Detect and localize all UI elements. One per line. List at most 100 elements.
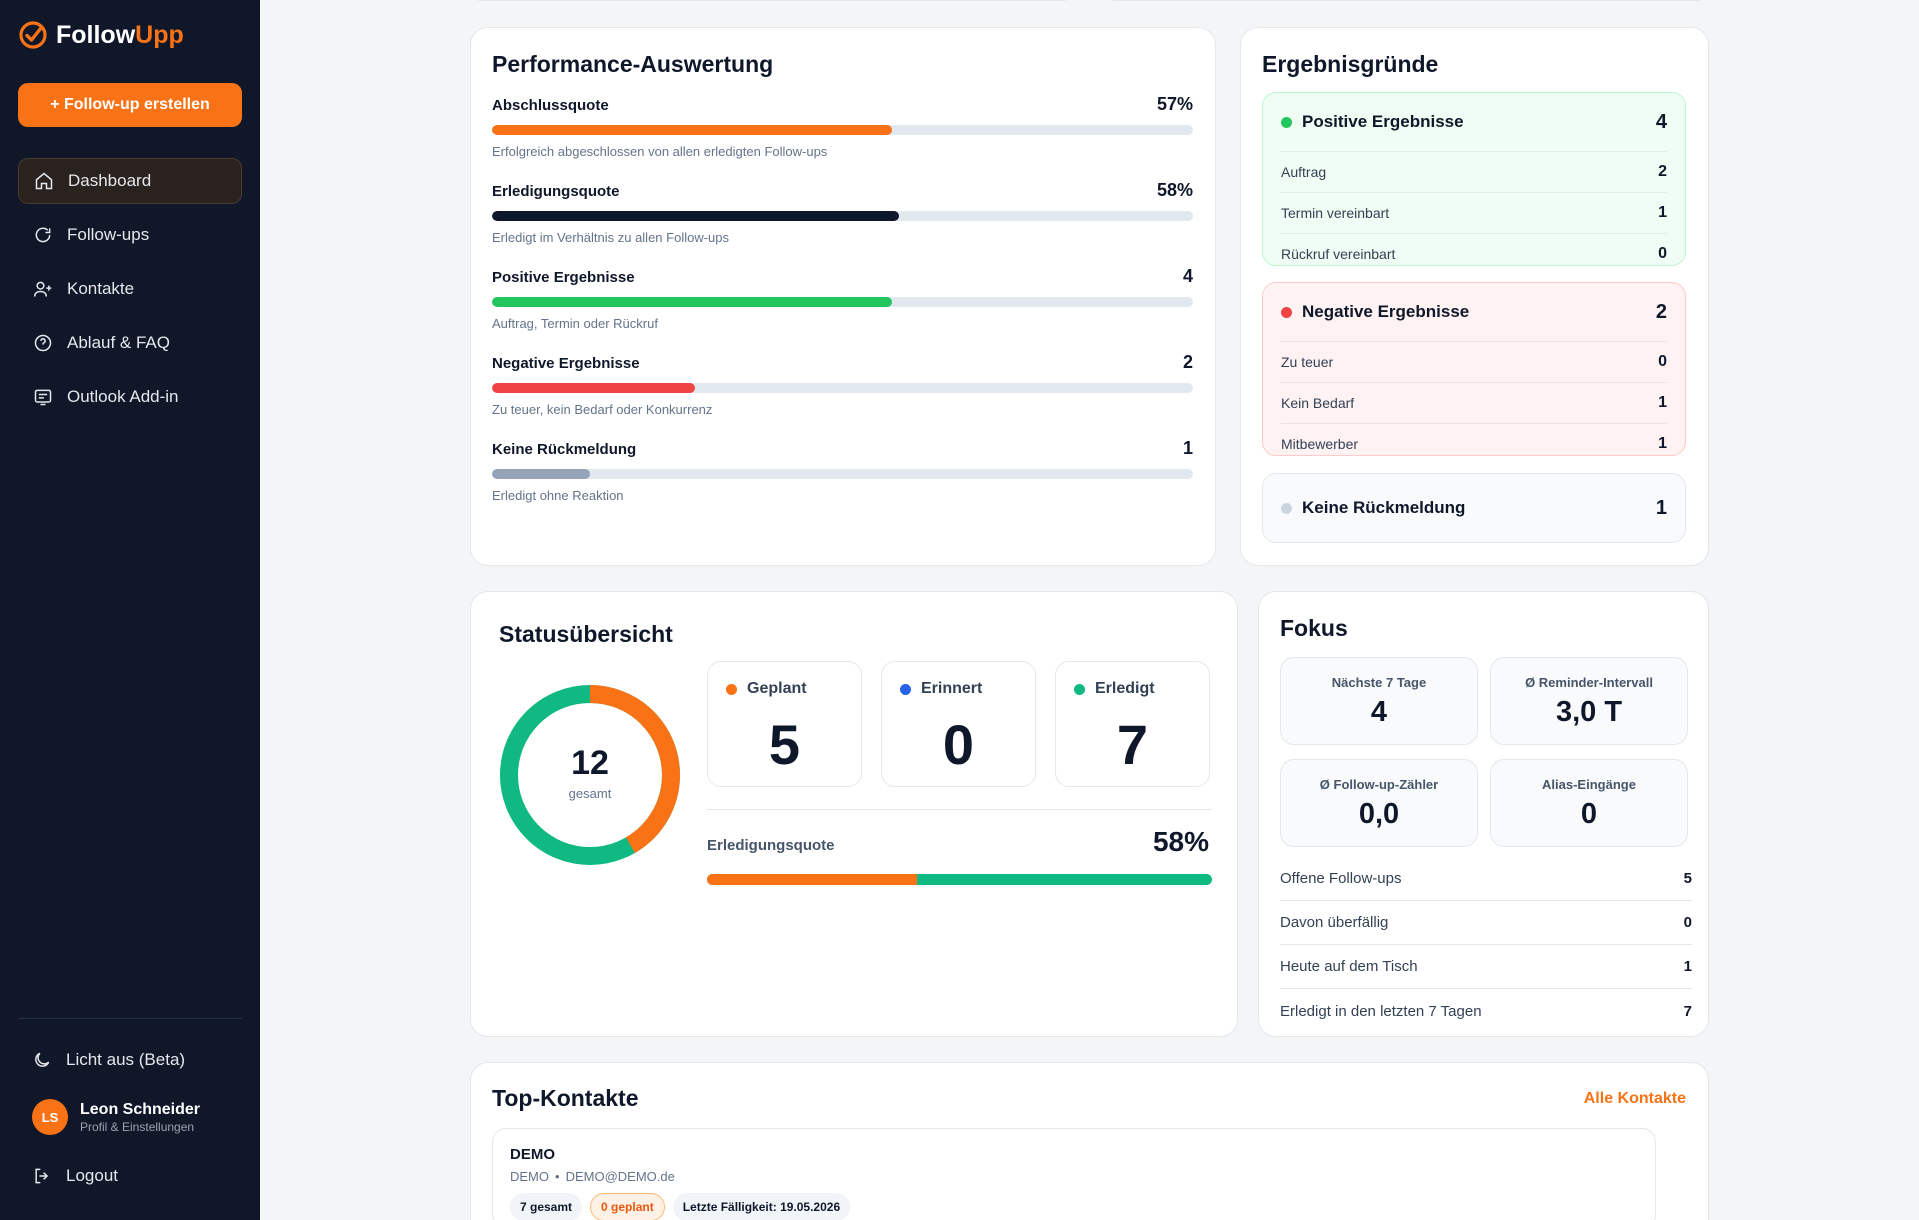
chip-planned: 0 geplant: [590, 1193, 665, 1220]
reason-group-label: Negative Ergebnisse: [1302, 302, 1470, 321]
status-tile-value: 7: [1116, 713, 1149, 776]
focus-title: Fokus: [1280, 615, 1348, 641]
card-top-edge: [1105, 0, 1709, 1]
focus-line: Heute auf dem Tisch 1: [1280, 945, 1692, 989]
mail-window-icon: [34, 389, 52, 406]
status-tile-label: Erledigt: [1095, 680, 1155, 697]
contact-name: DEMO: [510, 1146, 555, 1163]
status-tile-label: Erinnert: [921, 680, 983, 697]
focus-card: Fokus Nächste 7 Tage 4 Ø Reminder-Interv…: [1258, 591, 1709, 1037]
status-tile-erinnert[interactable]: Erinnert 0: [881, 661, 1036, 787]
all-contacts-link[interactable]: Alle Kontakte: [1583, 1090, 1686, 1107]
sidebar-item-kontakte[interactable]: Kontakte: [18, 266, 242, 312]
contact-card[interactable]: DEMO DEMO • DEMO@DEMO.de 7 gesamt 0 gepl…: [492, 1128, 1656, 1220]
reason-label: Auftrag: [1281, 164, 1327, 180]
reason-label: Kein Bedarf: [1281, 395, 1355, 411]
sidebar-item-label: Follow-ups: [67, 225, 150, 244]
reasons-title: Ergebnisgründe: [1262, 51, 1439, 77]
reason-value: 1: [1658, 394, 1667, 411]
reason-value: 2: [1658, 163, 1667, 180]
sidebar-item-follow-ups[interactable]: Follow-ups: [18, 212, 242, 258]
sidebar-item-label: Ablauf & FAQ: [67, 333, 170, 352]
perf-progress-track: [492, 125, 1193, 135]
donut-geplant-segment: [500, 685, 680, 865]
perf-label: Negative Ergebnisse: [492, 355, 640, 372]
perf-label: Erledigungsquote: [492, 183, 620, 200]
contact-company: DEMO: [510, 1169, 549, 1184]
perf-label: Keine Rückmeldung: [492, 441, 637, 458]
reason-group-count: 2: [1655, 300, 1667, 323]
reason-line: Rückruf vereinbart 0: [1281, 233, 1667, 274]
chip-last-due: Letzte Fälligkeit: 19.05.2026: [672, 1193, 851, 1220]
reason-value: 1: [1658, 204, 1667, 221]
perf-description: Zu teuer, kein Bedarf oder Konkurrenz: [492, 402, 713, 417]
user-name: Leon Schneider: [80, 1100, 201, 1118]
logout-button[interactable]: Logout: [18, 1163, 242, 1189]
focus-line-value: 1: [1683, 958, 1692, 975]
sidebar-item-outlook-add-in[interactable]: Outlook Add-in: [18, 374, 242, 420]
perf-progress-fill: [492, 297, 892, 307]
focus-line-label: Heute auf dem Tisch: [1280, 958, 1418, 975]
status-dot: [726, 683, 737, 695]
sidebar-item-label: Dashboard: [68, 171, 152, 190]
user-profile[interactable]: LS Leon Schneider Profil & Einstellungen: [32, 1099, 200, 1135]
positive-results-box: Positive Ergebnisse 4 Auftrag 2 Termin ve…: [1262, 92, 1686, 266]
user-plus-icon: [33, 281, 52, 297]
status-tile-erledigt[interactable]: Erledigt 7: [1055, 661, 1210, 787]
perf-row-positive: Positive Ergebnisse 4 Auftrag, Termin od…: [492, 266, 1193, 331]
reason-value: 0: [1658, 353, 1667, 370]
reason-label: Zu teuer: [1281, 354, 1334, 370]
reason-line: Kein Bedarf 1: [1281, 382, 1667, 423]
reason-group-label: Positive Ergebnisse: [1302, 112, 1464, 131]
focus-tile-value: 3,0 T: [1555, 696, 1623, 728]
focus-tile-alias-inputs: Alias-Eingänge 0: [1490, 759, 1688, 847]
perf-description: Auftrag, Termin oder Rückruf: [492, 316, 658, 331]
focus-tile-label: Ø Follow-up-Zähler: [1319, 777, 1439, 792]
perf-value: 57%: [1156, 94, 1193, 114]
focus-tile-next-7-days: Nächste 7 Tage 4: [1280, 657, 1478, 745]
perf-label: Positive Ergebnisse: [492, 269, 635, 286]
meta-separator: •: [555, 1169, 560, 1184]
perf-value: 4: [1182, 266, 1193, 286]
focus-line-label: Davon überfällig: [1280, 914, 1389, 931]
perf-progress-fill: [492, 469, 591, 479]
reason-group-count: 1: [1655, 496, 1667, 519]
reason-label: Rückruf vereinbart: [1281, 246, 1396, 262]
brand-name-part1: Follow: [56, 20, 136, 49]
status-tile-label: Geplant: [747, 680, 807, 697]
perf-description: Erledigt ohne Reaktion: [492, 488, 624, 503]
status-dot: [1281, 116, 1292, 128]
focus-line-value: 0: [1683, 914, 1692, 931]
reason-value: 0: [1658, 245, 1667, 262]
brand-logo[interactable]: FollowUpp: [18, 20, 184, 50]
status-overview-card: Statusübersicht 12 gesamt Geplant 5 Erin…: [470, 591, 1238, 1037]
focus-line-value: 5: [1683, 870, 1692, 887]
negative-results-box: Negative Ergebnisse 2 Zu teuer 0 Kein Bed…: [1262, 282, 1686, 456]
sidebar-nav: Dashboard Follow-ups Kontakte Ablauf & F…: [18, 158, 242, 428]
moon-icon: [35, 1052, 50, 1067]
sidebar-item-dashboard[interactable]: Dashboard: [18, 158, 242, 204]
perf-progress-track: [492, 297, 1193, 307]
create-follow-up-button[interactable]: + Follow-up erstellen: [18, 83, 242, 127]
performance-title: Performance-Auswertung: [492, 51, 774, 77]
focus-tile-label: Ø Reminder-Intervall: [1525, 675, 1653, 690]
top-contacts-title: Top-Kontakte: [492, 1085, 639, 1111]
refresh-icon: [35, 227, 51, 243]
focus-tile-value: 4: [1370, 696, 1388, 728]
erledigungsquote-bar: [707, 874, 1212, 885]
reason-line: Zu teuer 0: [1281, 341, 1667, 382]
status-tile-geplant[interactable]: Geplant 5: [707, 661, 862, 787]
chip-total: 7 gesamt: [510, 1193, 583, 1220]
reason-label: Termin vereinbart: [1281, 205, 1390, 221]
focus-line-label: Offene Follow-ups: [1280, 870, 1402, 887]
dark-mode-toggle[interactable]: Licht aus (Beta): [18, 1047, 242, 1073]
contact-email: DEMO@DEMO.de: [565, 1169, 675, 1184]
reason-line: Termin vereinbart 1: [1281, 192, 1667, 233]
card-top-edge: [470, 0, 1074, 1]
focus-line: Offene Follow-ups 5: [1280, 857, 1692, 901]
sidebar-item-ablauf-faq[interactable]: Ablauf & FAQ: [18, 320, 242, 366]
focus-line: Erledigt in den letzten 7 Tagen 7: [1280, 989, 1692, 1033]
focus-tile-reminder-interval: Ø Reminder-Intervall 3,0 T: [1490, 657, 1688, 745]
erledigungsquote-label: Erledigungsquote: [707, 837, 835, 854]
reasons-card: Ergebnisgründe Positive Ergebnisse 4 Auf…: [1240, 27, 1709, 566]
